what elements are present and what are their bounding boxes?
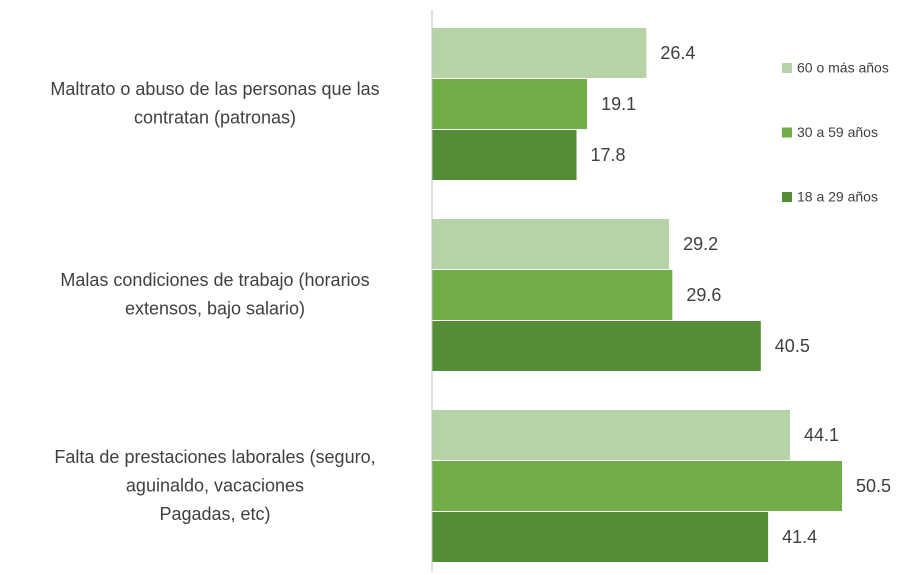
bar <box>432 321 761 371</box>
category-label: Pagadas, etc) <box>159 504 270 524</box>
value-label: 19.1 <box>601 94 636 114</box>
value-label: 29.2 <box>683 234 718 254</box>
bar <box>432 270 673 320</box>
bar <box>432 410 791 460</box>
legend-label: 30 a 59 años <box>797 124 878 140</box>
value-label: 50.5 <box>856 476 891 496</box>
legend-swatch <box>782 63 792 73</box>
category-label: extensos, bajo salario) <box>125 299 305 319</box>
category-label: aguinaldo, vacaciones <box>126 475 304 495</box>
bar <box>432 219 670 269</box>
value-label: 41.4 <box>782 527 817 547</box>
value-label: 17.8 <box>591 145 626 165</box>
category-label: Falta de prestaciones laborales (seguro, <box>54 447 375 467</box>
legend-label: 18 a 29 años <box>797 189 878 205</box>
value-label: 40.5 <box>775 336 810 356</box>
value-label: 29.6 <box>686 285 721 305</box>
bar <box>432 79 588 129</box>
bar <box>432 461 842 511</box>
category-label: Maltrato o abuso de las personas que las <box>50 79 379 99</box>
bar <box>432 28 647 78</box>
value-label: 44.1 <box>804 425 839 445</box>
category-label: Malas condiciones de trabajo (horarios <box>60 270 369 290</box>
bar <box>432 512 769 562</box>
legend-swatch <box>782 127 792 138</box>
legend-swatch <box>782 192 792 202</box>
category-label: contratan (patronas) <box>134 108 296 128</box>
bar <box>432 130 577 180</box>
legend-label: 60 o más años <box>797 60 889 76</box>
value-label: 26.4 <box>660 43 695 63</box>
